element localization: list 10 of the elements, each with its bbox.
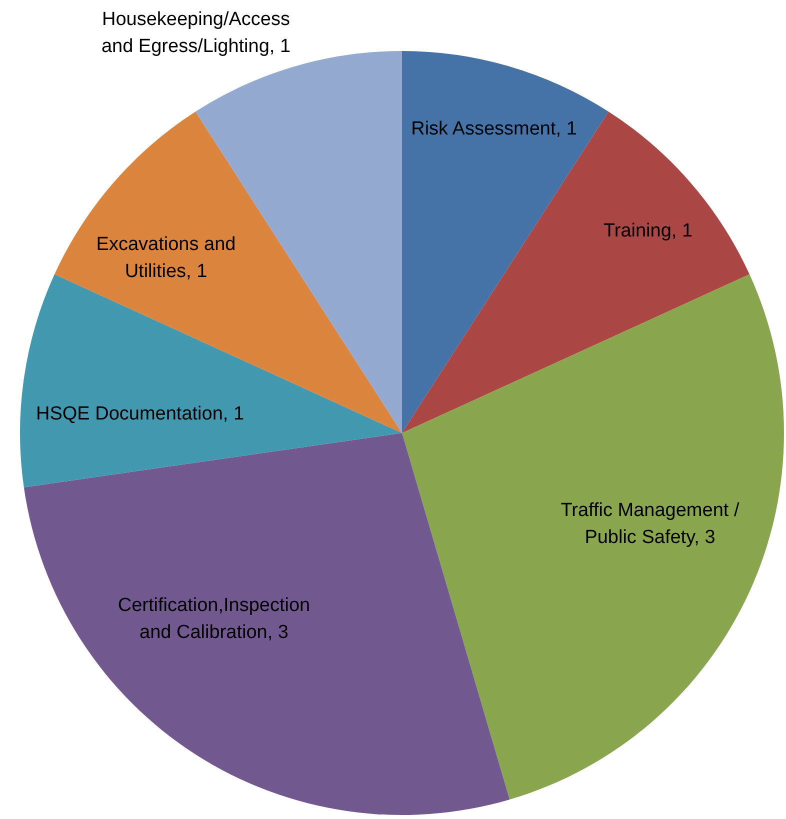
slice-label: Certification,Inspection and Calibration, 3 bbox=[118, 595, 310, 644]
slice-label: Housekeeping/Access and Egress/Lighting, 1 bbox=[101, 9, 291, 58]
slice-label: Excavations and Utilities, 1 bbox=[96, 234, 236, 282]
slice-label: Traffic Management / Public Safety, 3 bbox=[560, 500, 740, 548]
pie-slice bbox=[402, 274, 784, 800]
slice-label: Training, 1 bbox=[603, 220, 693, 242]
slice-label: HSQE Documentation, 1 bbox=[36, 404, 244, 425]
slice-label: Risk Assessment, 1 bbox=[411, 118, 577, 140]
pie-slice bbox=[402, 112, 750, 433]
pie-slice bbox=[24, 433, 510, 815]
